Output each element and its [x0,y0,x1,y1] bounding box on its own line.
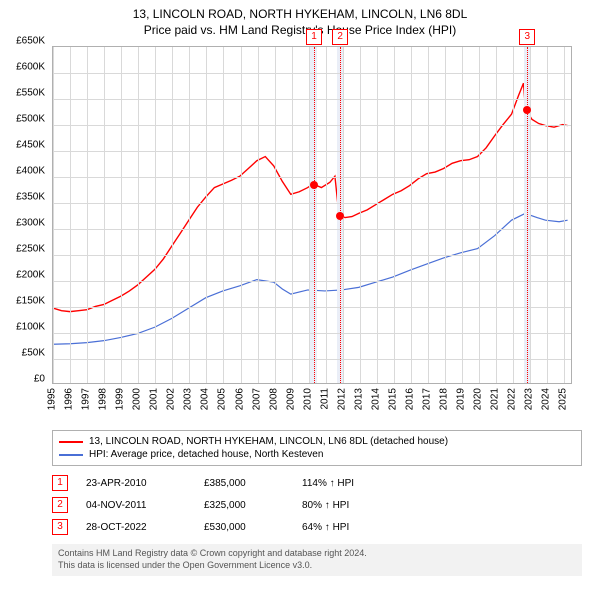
x-tick-label: 1998 [98,388,109,410]
x-tick-label: 2010 [302,388,313,410]
legend-item: 13, LINCOLN ROAD, NORTH HYKEHAM, LINCOLN… [59,435,575,448]
sales-row: 2 04-NOV-2011 £325,000 80% ↑ HPI [52,494,582,516]
sales-price: £385,000 [204,478,284,489]
x-tick-label: 2003 [183,388,194,410]
x-tick-label: 2017 [422,388,433,410]
y-tick-label: £150K [16,296,45,307]
x-tick-label: 2018 [439,388,450,410]
x-tick-label: 2013 [353,388,364,410]
x-tick-label: 2004 [200,388,211,410]
x-tick-label: 2007 [251,388,262,410]
legend-label: 13, LINCOLN ROAD, NORTH HYKEHAM, LINCOLN… [89,436,448,447]
plot-area: £0£50K£100K£150K£200K£250K£300K£350K£400… [52,46,572,384]
legend-swatch [59,454,83,456]
sales-row: 3 28-OCT-2022 £530,000 64% ↑ HPI [52,516,582,538]
sales-price: £325,000 [204,500,284,511]
sales-price: £530,000 [204,522,284,533]
sales-row: 1 23-APR-2010 £385,000 114% ↑ HPI [52,472,582,494]
x-tick-label: 1995 [47,388,58,410]
y-tick-label: £300K [16,218,45,229]
chart-container: 13, LINCOLN ROAD, NORTH HYKEHAM, LINCOLN… [0,0,600,576]
title-subtitle: Price paid vs. HM Land Registry's House … [4,22,596,38]
x-tick-label: 2016 [405,388,416,410]
x-tick-label: 2002 [166,388,177,410]
sales-index-box: 2 [52,497,68,513]
x-tick-label: 2025 [558,388,569,410]
x-tick-label: 2009 [285,388,296,410]
y-tick-label: £550K [16,88,45,99]
footer-line: This data is licensed under the Open Gov… [58,560,576,572]
x-axis-labels: 1995199619971998199920002001200220032004… [52,384,572,424]
x-tick-label: 2020 [473,388,484,410]
y-tick-label: £200K [16,270,45,281]
y-tick-label: £100K [16,322,45,333]
marker-number: 3 [519,29,535,45]
sales-table: 1 23-APR-2010 £385,000 114% ↑ HPI 2 04-N… [52,472,582,538]
y-tick-label: £650K [16,36,45,47]
sale-dot [310,181,318,189]
x-tick-label: 1996 [64,388,75,410]
x-tick-label: 2001 [149,388,160,410]
x-tick-label: 2021 [490,388,501,410]
sales-index-box: 1 [52,475,68,491]
legend: 13, LINCOLN ROAD, NORTH HYKEHAM, LINCOLN… [52,430,582,466]
sales-index-box: 3 [52,519,68,535]
x-tick-label: 2006 [234,388,245,410]
x-tick-label: 2015 [387,388,398,410]
y-tick-label: £400K [16,166,45,177]
legend-swatch [59,441,83,443]
x-tick-label: 2012 [336,388,347,410]
x-tick-label: 2019 [456,388,467,410]
title-block: 13, LINCOLN ROAD, NORTH HYKEHAM, LINCOLN… [0,0,600,42]
x-tick-label: 2005 [217,388,228,410]
legend-label: HPI: Average price, detached house, Nort… [89,449,323,460]
y-tick-label: £350K [16,192,45,203]
sales-pct: 64% ↑ HPI [302,522,402,533]
x-tick-label: 2011 [319,388,330,410]
y-tick-label: £250K [16,244,45,255]
y-tick-label: £500K [16,114,45,125]
x-tick-label: 2008 [268,388,279,410]
x-tick-label: 2024 [541,388,552,410]
y-tick-label: £450K [16,140,45,151]
x-tick-label: 1999 [115,388,126,410]
footer-line: Contains HM Land Registry data © Crown c… [58,548,576,560]
x-tick-label: 2023 [524,388,535,410]
x-tick-label: 2014 [370,388,381,410]
title-address: 13, LINCOLN ROAD, NORTH HYKEHAM, LINCOLN… [4,6,596,22]
x-tick-label: 2022 [507,388,518,410]
marker-number: 1 [306,29,322,45]
sales-pct: 114% ↑ HPI [302,478,402,489]
sale-dot [523,106,531,114]
sale-dot [336,212,344,220]
sales-date: 04-NOV-2011 [86,500,186,511]
y-tick-label: £600K [16,62,45,73]
y-axis-labels: £0£50K£100K£150K£200K£250K£300K£350K£400… [1,41,49,377]
sales-date: 28-OCT-2022 [86,522,186,533]
x-tick-label: 2000 [132,388,143,410]
y-tick-label: £0 [34,374,45,385]
x-tick-label: 1997 [81,388,92,410]
marker-number: 2 [332,29,348,45]
y-tick-label: £50K [22,348,45,359]
footer: Contains HM Land Registry data © Crown c… [52,544,582,575]
sales-date: 23-APR-2010 [86,478,186,489]
legend-item: HPI: Average price, detached house, Nort… [59,448,575,461]
sales-pct: 80% ↑ HPI [302,500,402,511]
